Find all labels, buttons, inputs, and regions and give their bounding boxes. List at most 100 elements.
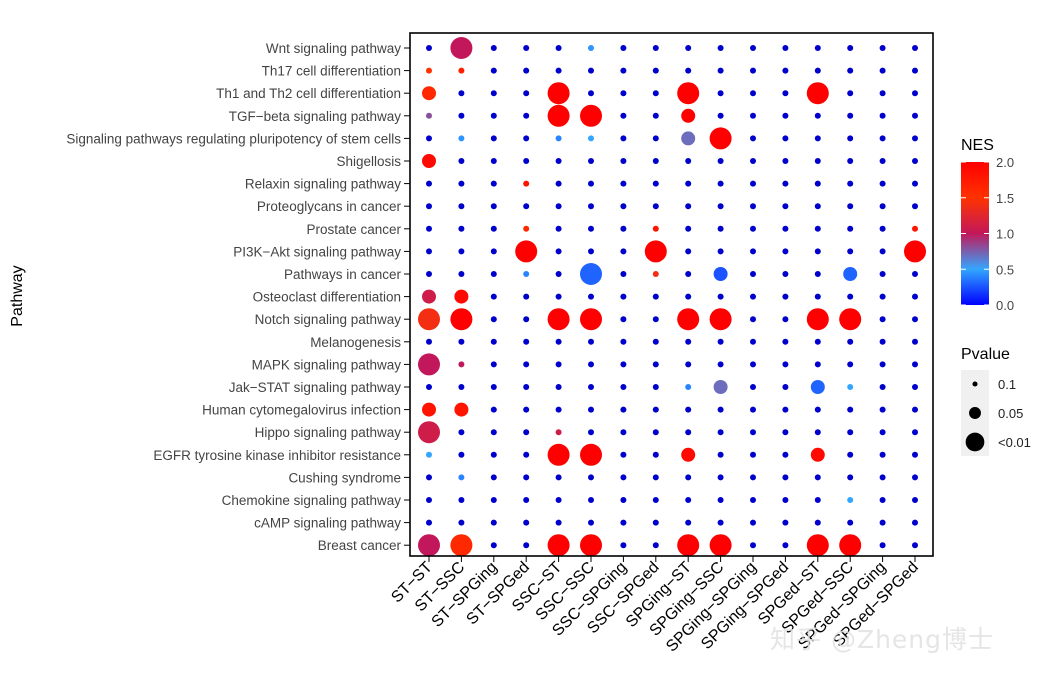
data-point xyxy=(458,203,465,210)
data-point xyxy=(681,108,696,123)
data-point xyxy=(709,534,732,557)
data-point xyxy=(904,240,926,263)
size-legend-key xyxy=(972,381,978,387)
data-point xyxy=(652,497,659,503)
data-point xyxy=(782,451,789,458)
data-point xyxy=(912,384,918,390)
data-point xyxy=(458,451,465,458)
data-point xyxy=(685,67,692,74)
data-point xyxy=(782,45,789,51)
data-point xyxy=(588,90,594,97)
data-point xyxy=(490,519,497,526)
data-point xyxy=(879,45,886,51)
data-point xyxy=(847,361,854,368)
data-point xyxy=(806,82,829,105)
data-point xyxy=(879,203,886,210)
data-point xyxy=(717,248,724,255)
data-point xyxy=(879,338,886,345)
data-point xyxy=(782,112,789,119)
data-point xyxy=(580,263,602,285)
data-point xyxy=(717,293,724,300)
data-point xyxy=(782,271,789,277)
data-point xyxy=(490,429,497,436)
data-point xyxy=(685,293,692,300)
data-point xyxy=(782,316,789,323)
data-point xyxy=(555,203,562,210)
data-point xyxy=(912,406,918,413)
data-point xyxy=(458,519,465,526)
data-point xyxy=(717,338,724,345)
data-point xyxy=(458,384,465,390)
data-point xyxy=(652,474,659,481)
size-legend-label: 0.05 xyxy=(998,406,1023,421)
data-point xyxy=(458,497,465,503)
data-point xyxy=(750,474,756,481)
data-point xyxy=(490,384,497,390)
data-point xyxy=(717,158,724,164)
data-point xyxy=(515,240,538,263)
data-point xyxy=(685,406,692,413)
data-point xyxy=(588,361,594,368)
data-point xyxy=(652,203,659,210)
data-point xyxy=(814,248,821,255)
data-point xyxy=(620,225,627,232)
colorbar-tick-label: 2.0 xyxy=(996,155,1014,170)
data-point xyxy=(750,45,756,51)
data-point xyxy=(523,45,530,51)
data-point xyxy=(588,293,594,300)
data-point xyxy=(713,380,728,394)
data-point xyxy=(458,225,465,232)
data-point xyxy=(847,225,854,232)
data-point xyxy=(620,271,627,277)
data-point xyxy=(879,271,886,277)
data-point xyxy=(580,308,602,331)
y-tick-label: Breast cancer xyxy=(318,538,402,553)
data-point xyxy=(652,135,659,142)
data-point xyxy=(912,429,918,436)
data-point xyxy=(814,429,821,436)
data-point xyxy=(523,316,530,323)
data-point xyxy=(717,474,724,481)
data-point xyxy=(814,519,821,526)
data-point xyxy=(523,271,530,277)
data-point xyxy=(912,67,918,74)
data-point xyxy=(685,271,692,277)
data-point xyxy=(620,90,627,97)
data-point xyxy=(620,248,627,255)
data-point xyxy=(620,338,627,345)
data-point xyxy=(717,451,724,458)
data-point xyxy=(782,519,789,526)
data-point xyxy=(652,158,659,164)
data-point xyxy=(717,45,724,51)
data-point xyxy=(620,429,627,436)
data-point xyxy=(750,361,756,368)
data-point xyxy=(843,267,858,281)
data-point xyxy=(523,90,530,97)
data-point xyxy=(652,406,659,413)
data-point xyxy=(814,112,821,119)
data-point xyxy=(490,406,497,413)
data-point xyxy=(547,534,570,557)
data-point xyxy=(620,158,627,164)
data-point xyxy=(454,402,469,417)
data-point xyxy=(782,474,789,481)
data-point xyxy=(810,380,825,394)
data-point xyxy=(685,361,692,368)
data-point xyxy=(490,45,497,51)
data-point xyxy=(652,90,659,97)
data-point xyxy=(620,361,627,368)
data-point xyxy=(685,384,692,390)
data-point xyxy=(652,180,659,187)
data-point xyxy=(685,497,692,503)
data-point xyxy=(547,104,570,127)
data-point xyxy=(912,135,918,142)
data-point xyxy=(555,248,562,255)
data-point xyxy=(847,135,854,142)
data-point xyxy=(879,451,886,458)
data-point xyxy=(810,447,825,462)
data-point xyxy=(782,384,789,390)
data-point xyxy=(588,67,594,74)
y-tick-label: TGF−beta signaling pathway xyxy=(229,109,401,124)
y-tick-label: Wnt signaling pathway xyxy=(266,41,401,56)
data-point xyxy=(523,451,530,458)
